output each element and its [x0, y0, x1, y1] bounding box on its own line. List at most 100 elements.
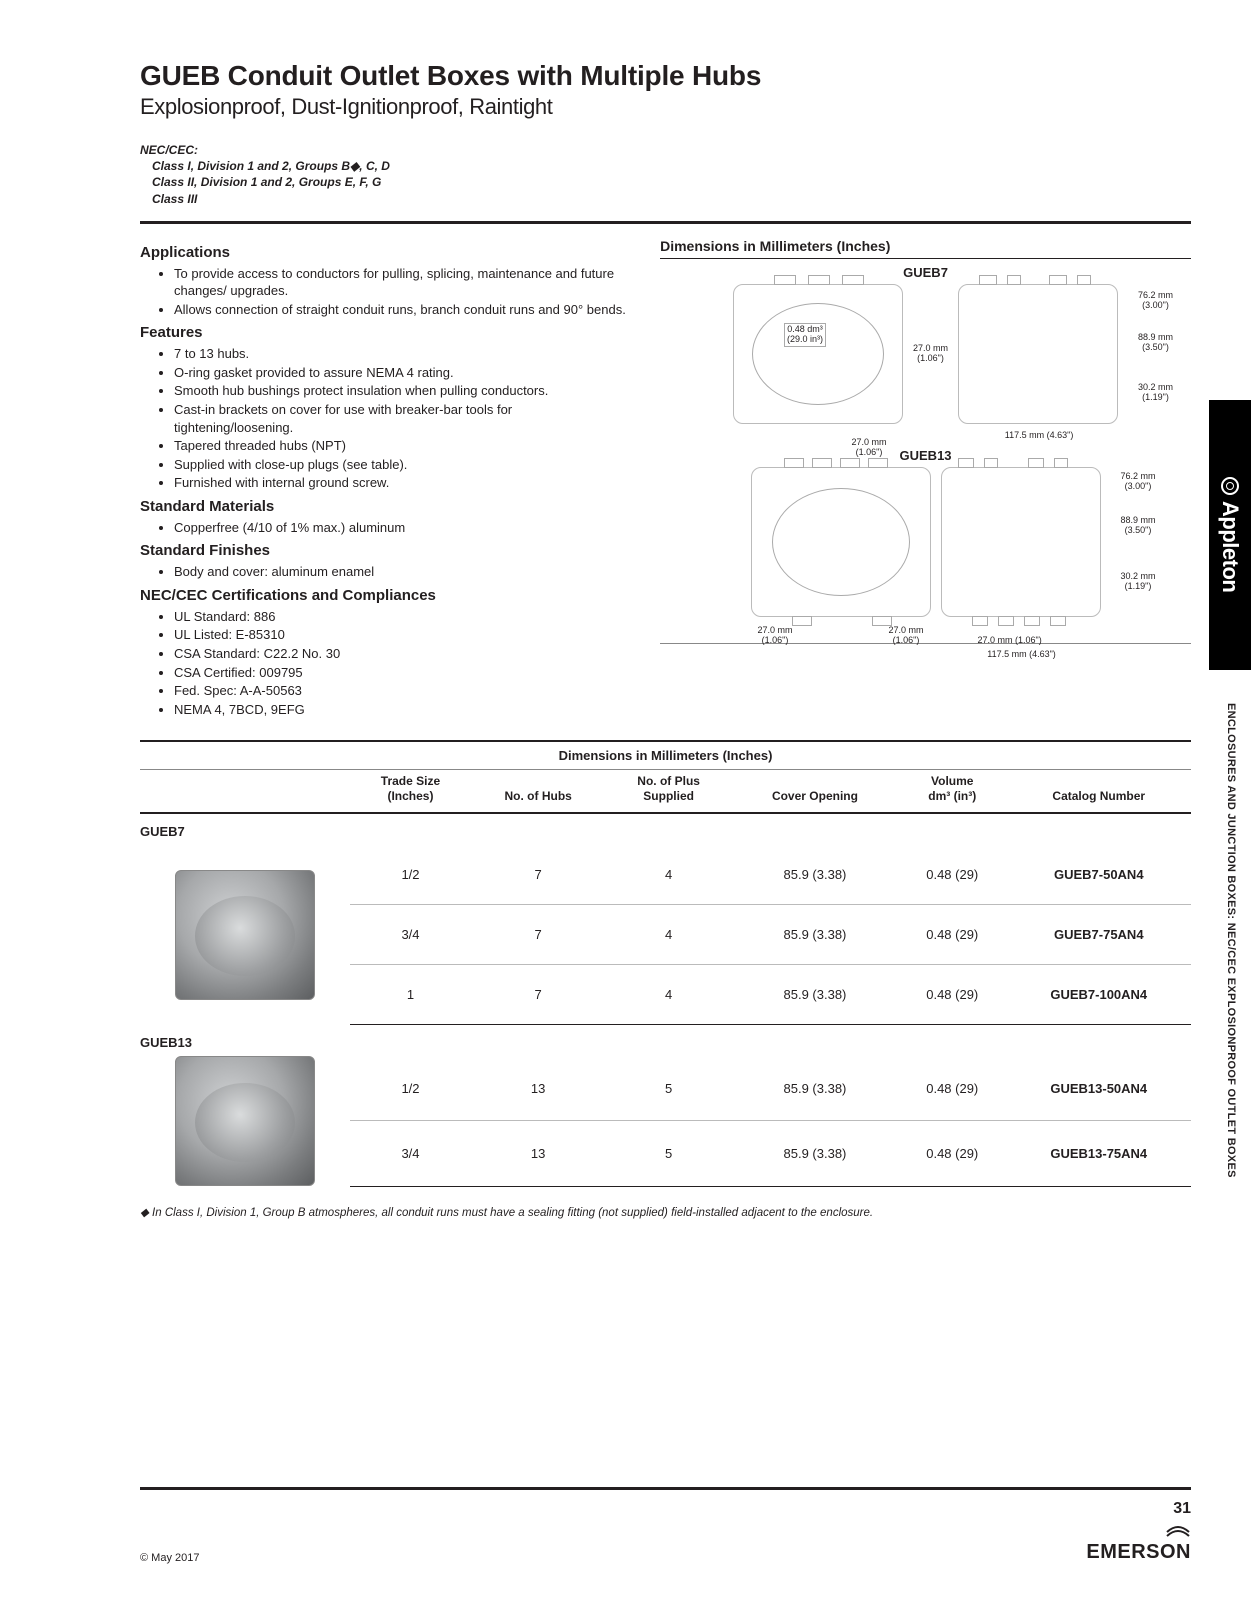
- cell-cat: GUEB7-100AN4: [1007, 965, 1191, 1025]
- list-item: Supplied with close-up plugs (see table)…: [174, 456, 630, 474]
- dim-label: 88.9 mm (3.50"): [1138, 333, 1173, 353]
- dim-label: 76.2 mm (3.00"): [1138, 291, 1173, 311]
- cell-plugs: 4: [605, 845, 732, 905]
- emerson-logo-text: EMERSON: [1086, 1541, 1191, 1564]
- list-item: Smooth hub bushings protect insulation w…: [174, 382, 630, 400]
- list-item: Fed. Spec: A-A-50563: [174, 682, 630, 700]
- cell-cover: 85.9 (3.38): [732, 1121, 898, 1186]
- dim-label: 76.2 mm (3.00"): [1121, 472, 1156, 492]
- list-item: Tapered threaded hubs (NPT): [174, 437, 630, 455]
- cell-plugs: 5: [605, 1121, 732, 1186]
- cell-trade: 1/2: [350, 845, 471, 905]
- cell-cover: 85.9 (3.38): [732, 965, 898, 1025]
- cell-cat: GUEB7-50AN4: [1007, 845, 1191, 905]
- cell-hubs: 7: [471, 905, 605, 965]
- cell-vol: 0.48 (29): [898, 845, 1007, 905]
- certs-head: NEC/CEC Certifications and Compliances: [140, 587, 630, 604]
- cell-vol: 0.48 (29): [898, 965, 1007, 1025]
- col-vol: Volume dm³ (in³): [898, 770, 1007, 814]
- fig-gueb7: 0.48 dm³ (29.0 in³) 27.0 mm (1.06") 76.2…: [660, 284, 1191, 424]
- applications-head: Applications: [140, 244, 630, 261]
- dimensions-column: Dimensions in Millimeters (Inches) GUEB7…: [660, 238, 1191, 722]
- cell-trade: 3/4: [350, 905, 471, 965]
- page-subtitle: Explosionproof, Dust-Ignitionproof, Rain…: [140, 94, 1191, 120]
- dim-label: 27.0 mm (1.06"): [852, 438, 887, 458]
- nec-head: NEC/CEC:: [140, 142, 1191, 158]
- list-item: Allows connection of straight conduit ru…: [174, 301, 630, 319]
- page-title: GUEB Conduit Outlet Boxes with Multiple …: [140, 60, 1191, 92]
- dim-label: 88.9 mm (3.50"): [1121, 516, 1156, 536]
- list-item: UL Listed: E-85310: [174, 626, 630, 644]
- cell-cover: 85.9 (3.38): [732, 905, 898, 965]
- group-label: GUEB13: [140, 1025, 1191, 1057]
- nec-line-2: Class II, Division 1 and 2, Groups E, F,…: [140, 174, 1191, 190]
- cell-vol: 0.48 (29): [898, 905, 1007, 965]
- cell-trade: 1: [350, 965, 471, 1025]
- col-cover: Cover Opening: [732, 770, 898, 814]
- list-item: 7 to 13 hubs.: [174, 345, 630, 363]
- page-footer: © May 2017 31 EMERSON: [140, 1487, 1191, 1564]
- product-photo: [175, 870, 315, 1000]
- col-plugs: No. of Plus Supplied: [605, 770, 732, 814]
- materials-list: Copperfree (4/10 of 1% max.) aluminum: [140, 519, 630, 537]
- features-list: 7 to 13 hubs. O-ring gasket provided to …: [140, 345, 630, 491]
- cell-hubs: 7: [471, 845, 605, 905]
- fig-label-gueb7: GUEB7: [660, 265, 1191, 280]
- list-item: Furnished with internal ground screw.: [174, 474, 630, 492]
- cell-plugs: 4: [605, 965, 732, 1025]
- nec-block: NEC/CEC: Class I, Division 1 and 2, Grou…: [140, 142, 1191, 207]
- dimensions-table: Dimensions in Millimeters (Inches) Trade…: [140, 740, 1191, 1187]
- fig-gueb13: 27.0 mm (1.06") 27.0 mm (1.06") 27.0 mm …: [660, 467, 1191, 644]
- dim-label: 30.2 mm (1.19"): [1121, 572, 1156, 592]
- nec-line-3: Class III: [140, 191, 1191, 207]
- product-image-cell: [140, 845, 350, 1025]
- finishes-head: Standard Finishes: [140, 542, 630, 559]
- cell-plugs: 4: [605, 905, 732, 965]
- fig-label-gueb13: GUEB13: [660, 448, 1191, 463]
- dim-label: 27.0 mm (1.06"): [889, 626, 924, 646]
- cell-cat: GUEB13-75AN4: [1007, 1121, 1191, 1186]
- copyright: © May 2017: [140, 1552, 199, 1564]
- group-label: GUEB7: [140, 813, 1191, 845]
- list-item: Cast-in brackets on cover for use with b…: [174, 401, 630, 436]
- text-column: Applications To provide access to conduc…: [140, 238, 630, 722]
- cell-cat: GUEB7-75AN4: [1007, 905, 1191, 965]
- list-item: Body and cover: aluminum enamel: [174, 563, 630, 581]
- table-title: Dimensions in Millimeters (Inches): [140, 741, 1191, 770]
- emerson-swoosh-icon: [1165, 1518, 1191, 1538]
- col-hubs: No. of Hubs: [471, 770, 605, 814]
- list-item: To provide access to conductors for pull…: [174, 265, 630, 300]
- cell-vol: 0.48 (29): [898, 1121, 1007, 1186]
- cell-hubs: 7: [471, 965, 605, 1025]
- cell-trade: 1/2: [350, 1056, 471, 1121]
- cell-cover: 85.9 (3.38): [732, 845, 898, 905]
- dim-label: 27.0 mm (1.06"): [758, 626, 793, 646]
- cell-vol: 0.48 (29): [898, 1056, 1007, 1121]
- list-item: NEMA 4, 7BCD, 9EFG: [174, 701, 630, 719]
- page-number: 31: [1086, 1500, 1191, 1518]
- list-item: Copperfree (4/10 of 1% max.) aluminum: [174, 519, 630, 537]
- features-head: Features: [140, 324, 630, 341]
- product-image-cell: [140, 1056, 350, 1186]
- cell-trade: 3/4: [350, 1121, 471, 1186]
- dim-label: 27.0 mm (1.06"): [913, 344, 948, 364]
- cell-cat: GUEB13-50AN4: [1007, 1056, 1191, 1121]
- brand-tab: Appleton: [1209, 400, 1251, 670]
- certs-list: UL Standard: 886 UL Listed: E-85310 CSA …: [140, 608, 630, 718]
- nec-line-1: Class I, Division 1 and 2, Groups B◆, C,…: [140, 158, 1191, 174]
- cell-plugs: 5: [605, 1056, 732, 1121]
- cell-hubs: 13: [471, 1121, 605, 1186]
- dim-label: 0.48 dm³ (29.0 in³): [784, 323, 826, 347]
- list-item: CSA Certified: 009795: [174, 664, 630, 682]
- finishes-list: Body and cover: aluminum enamel: [140, 563, 630, 581]
- product-photo: [175, 1056, 315, 1186]
- target-icon: [1221, 477, 1239, 495]
- list-item: O-ring gasket provided to assure NEMA 4 …: [174, 364, 630, 382]
- applications-list: To provide access to conductors for pull…: [140, 265, 630, 319]
- col-trade: Trade Size (Inches): [350, 770, 471, 814]
- dimensions-heading: Dimensions in Millimeters (Inches): [660, 238, 1191, 259]
- divider-rule: [140, 221, 1191, 224]
- footnote: ◆ In Class I, Division 1, Group B atmosp…: [140, 1205, 1191, 1219]
- dim-label: 117.5 mm (4.63"): [969, 431, 1109, 441]
- dim-label: 30.2 mm (1.19"): [1138, 383, 1173, 403]
